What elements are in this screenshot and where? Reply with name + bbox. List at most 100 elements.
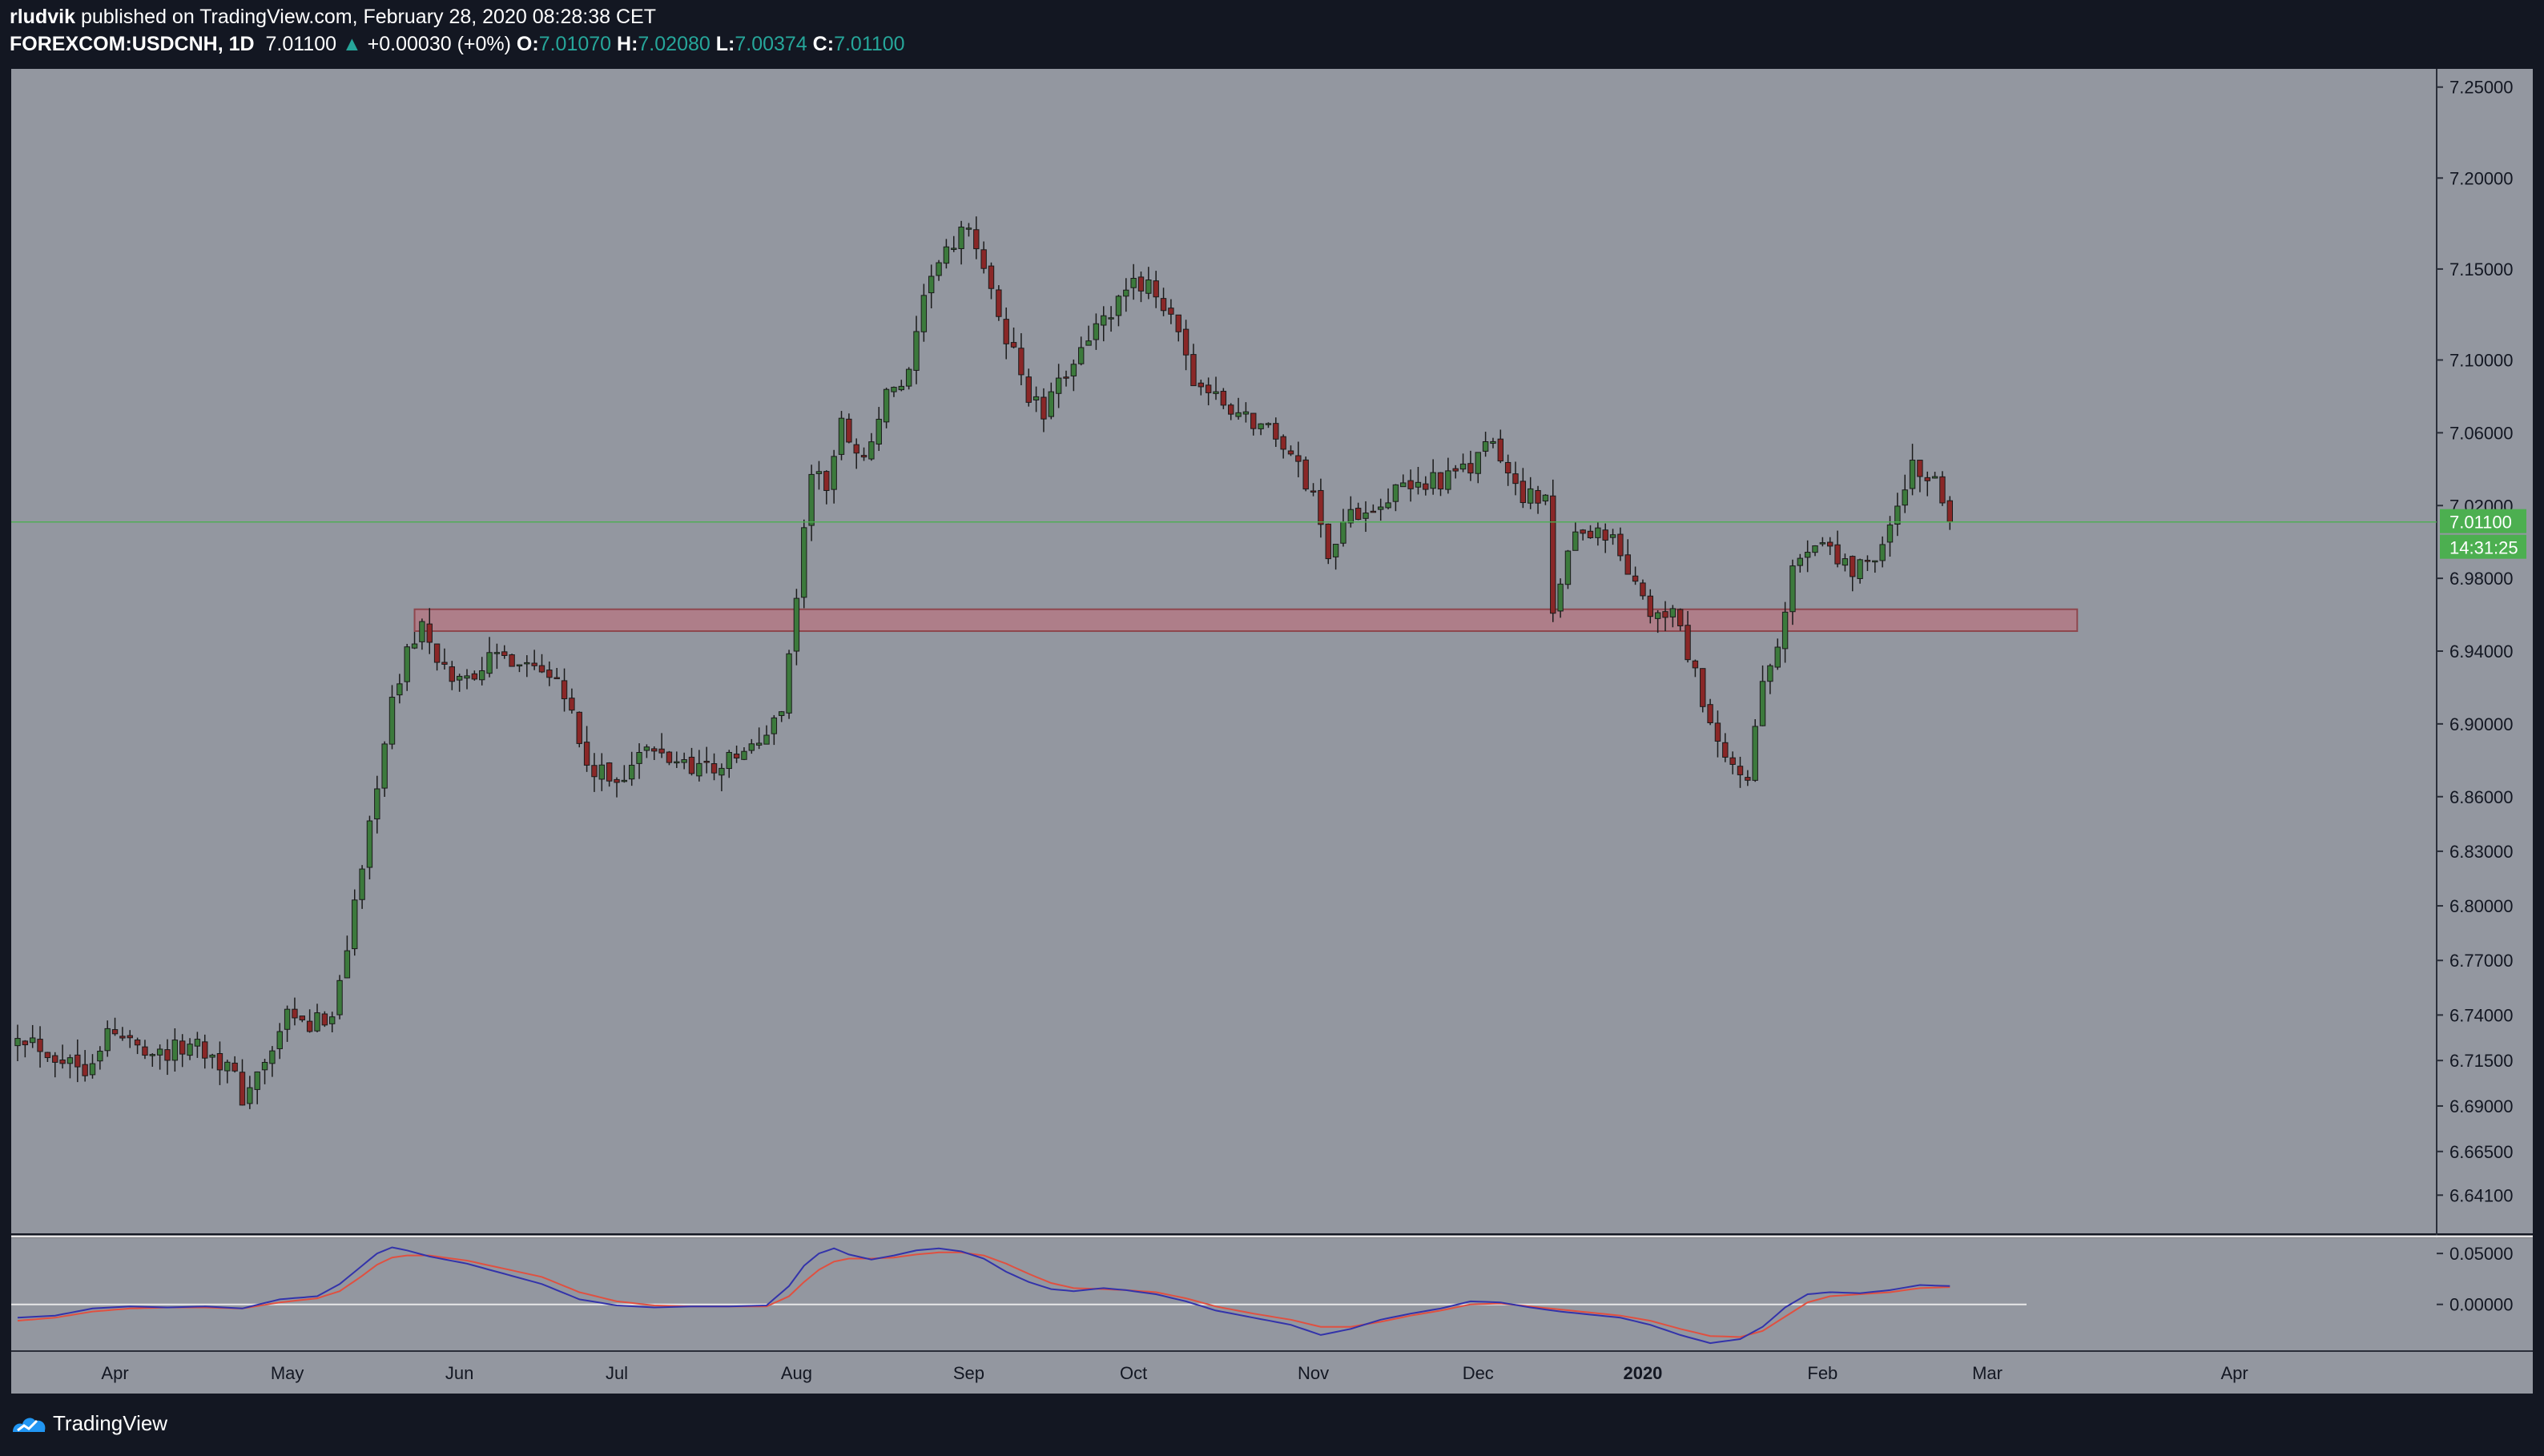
candle: [1280, 434, 1286, 459]
candle: [815, 461, 823, 490]
candle: [1318, 478, 1324, 538]
candle-body: [1355, 508, 1362, 521]
candle: [1250, 412, 1257, 436]
main-pane-background[interactable]: [11, 69, 2437, 1233]
candle: [726, 750, 732, 778]
candle: [1512, 461, 1519, 496]
symbol-label[interactable]: FOREXCOM:USDCNH, 1D: [10, 33, 255, 55]
candle: [1707, 698, 1713, 726]
candle-body: [965, 227, 972, 230]
candle-body: [1774, 646, 1781, 668]
indicator-axis-background[interactable]: [2437, 1238, 2533, 1350]
candle: [464, 669, 470, 690]
candle-body: [553, 677, 560, 680]
candle-body: [1018, 348, 1024, 376]
candle-body: [1946, 500, 1954, 523]
candle: [209, 1053, 215, 1069]
candle: [771, 714, 778, 746]
candle-body: [1632, 575, 1639, 582]
candle-body: [868, 441, 875, 460]
candle: [629, 751, 635, 786]
time-tick-label: Aug: [781, 1363, 812, 1383]
time-tick-label: Nov: [1298, 1363, 1329, 1383]
price-tick-label: 6.86000: [2449, 787, 2514, 807]
candle-body: [1864, 560, 1871, 562]
candle-body: [1624, 554, 1631, 575]
candle-body: [336, 979, 343, 1016]
candle-body: [388, 697, 396, 745]
candle: [710, 753, 718, 781]
candle-body: [1347, 509, 1354, 524]
candle: [1909, 444, 1916, 496]
candle: [156, 1044, 163, 1070]
candle: [74, 1039, 81, 1083]
candle-body: [1580, 529, 1586, 534]
candle-body: [404, 646, 410, 682]
candle: [1378, 498, 1384, 521]
candle-body: [1085, 340, 1092, 346]
tradingview-logo-icon[interactable]: [10, 1410, 48, 1438]
candle-body: [1759, 681, 1766, 726]
candle-body: [1168, 308, 1174, 315]
candle: [1220, 388, 1227, 409]
candle: [598, 753, 605, 791]
candle-body: [22, 1040, 29, 1046]
candle: [1145, 267, 1152, 300]
candle: [1355, 502, 1362, 521]
price-chart[interactable]: 7.250007.200007.150007.100007.060007.020…: [0, 67, 2544, 1394]
candle: [1834, 530, 1841, 568]
candle: [1475, 452, 1481, 484]
candle: [1812, 545, 1818, 557]
candle-body: [1714, 722, 1721, 742]
author-name[interactable]: rludvik: [10, 6, 75, 28]
candle: [97, 1046, 103, 1070]
candle: [1564, 549, 1572, 589]
candle-body: [1459, 463, 1467, 470]
candle-body: [726, 751, 732, 770]
candle: [741, 747, 747, 761]
candle: [1504, 454, 1512, 486]
candle-body: [928, 276, 935, 294]
candle: [254, 1071, 260, 1104]
candle-body: [1280, 436, 1286, 450]
candle-body: [1370, 510, 1377, 513]
candle-body: [1752, 726, 1758, 781]
candle-body: [636, 751, 642, 764]
candle: [1917, 460, 1923, 493]
footer-brand[interactable]: TradingView: [53, 1411, 168, 1435]
candle: [891, 386, 897, 397]
candle: [988, 262, 995, 300]
candle-body: [996, 289, 1002, 317]
candle-body: [973, 229, 980, 250]
candle: [306, 1009, 313, 1033]
candle-body: [538, 665, 545, 673]
candle: [1228, 403, 1234, 420]
candle: [996, 285, 1002, 321]
candle: [1182, 320, 1189, 371]
candle: [1063, 370, 1069, 387]
candle-body: [1789, 565, 1796, 613]
candle: [531, 650, 537, 670]
candle: [553, 668, 560, 680]
close-value: 7.01100: [834, 33, 905, 55]
candle-body: [1242, 411, 1250, 415]
candle-body: [149, 1054, 156, 1056]
candle: [1190, 344, 1197, 387]
candle: [636, 743, 642, 779]
candle: [134, 1037, 141, 1055]
candle-body: [838, 417, 845, 455]
candle: [261, 1059, 268, 1084]
candle-body: [583, 742, 590, 766]
candle: [321, 1011, 328, 1028]
candle-body: [1010, 342, 1017, 348]
price-tick-label: 6.83000: [2449, 842, 2514, 862]
time-axis-background[interactable]: [11, 1352, 2533, 1394]
candle: [1857, 558, 1863, 584]
candle: [801, 519, 807, 609]
candle-body: [1467, 463, 1474, 474]
candle: [1385, 488, 1391, 509]
candle-body: [1722, 742, 1729, 758]
indicator-pane-background[interactable]: [11, 1238, 2437, 1350]
candle-body: [1482, 441, 1489, 452]
price-axis-background[interactable]: [2437, 69, 2533, 1233]
